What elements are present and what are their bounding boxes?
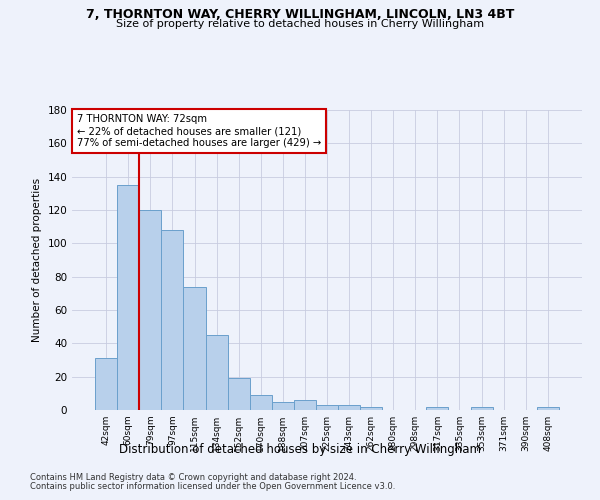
Bar	[360, 406, 382, 410]
Text: Distribution of detached houses by size in Cherry Willingham: Distribution of detached houses by size …	[119, 442, 481, 456]
Bar	[139, 210, 161, 410]
Bar	[427, 406, 448, 410]
Text: Size of property relative to detached houses in Cherry Willingham: Size of property relative to detached ho…	[116, 19, 484, 29]
Bar	[184, 286, 206, 410]
Text: 7, THORNTON WAY, CHERRY WILLINGHAM, LINCOLN, LN3 4BT: 7, THORNTON WAY, CHERRY WILLINGHAM, LINC…	[86, 8, 514, 20]
Bar	[95, 358, 117, 410]
Bar	[338, 405, 360, 410]
Bar	[316, 405, 338, 410]
Bar	[227, 378, 250, 410]
Bar	[206, 335, 227, 410]
Text: Contains HM Land Registry data © Crown copyright and database right 2024.: Contains HM Land Registry data © Crown c…	[30, 472, 356, 482]
Bar	[470, 406, 493, 410]
Bar	[117, 185, 139, 410]
Bar	[272, 402, 294, 410]
Bar	[250, 395, 272, 410]
Bar	[537, 406, 559, 410]
Text: Contains public sector information licensed under the Open Government Licence v3: Contains public sector information licen…	[30, 482, 395, 491]
Text: 7 THORNTON WAY: 72sqm
← 22% of detached houses are smaller (121)
77% of semi-det: 7 THORNTON WAY: 72sqm ← 22% of detached …	[77, 114, 322, 148]
Bar	[161, 230, 184, 410]
Y-axis label: Number of detached properties: Number of detached properties	[32, 178, 42, 342]
Bar	[294, 400, 316, 410]
